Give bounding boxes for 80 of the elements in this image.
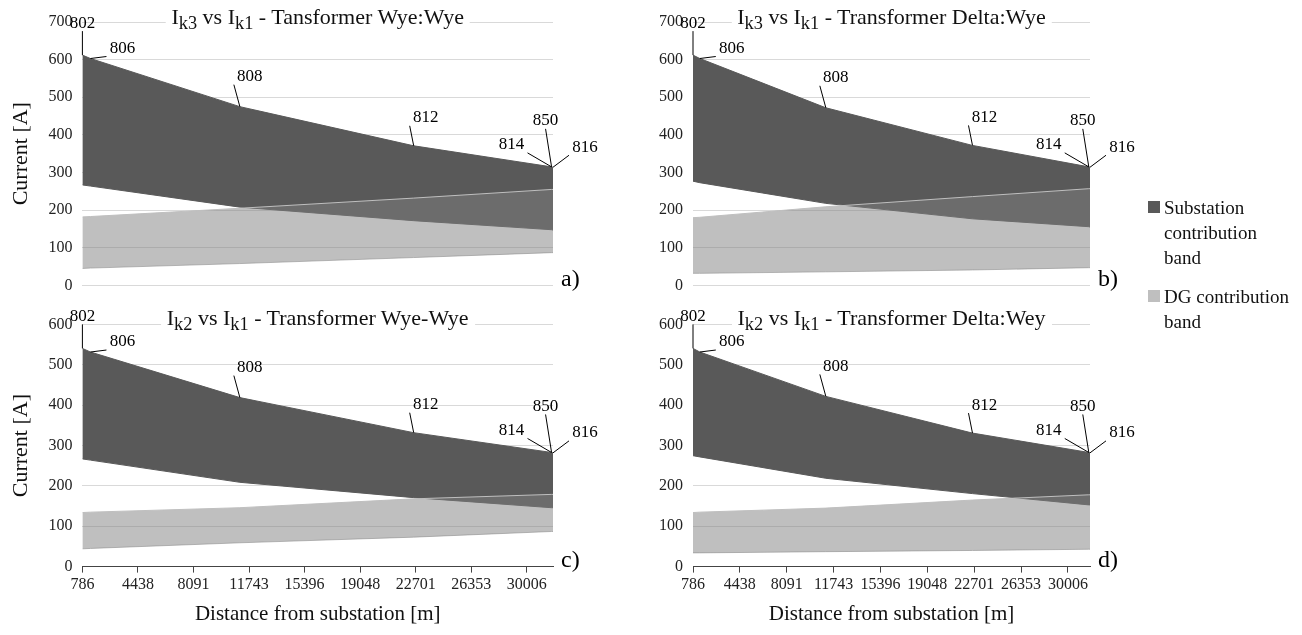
- y-tick-label: 100: [659, 516, 683, 534]
- x-axis-title: Distance from substation [m]: [194, 600, 441, 625]
- y-tick-label: 400: [659, 395, 683, 413]
- x-tick-label: 22701: [954, 575, 995, 593]
- annotation: 816: [1109, 422, 1135, 442]
- x-axis-title: Distance from substation [m]: [768, 600, 1015, 625]
- annotation: 808: [823, 67, 849, 87]
- x-tick-label: 8091: [770, 575, 803, 593]
- annotation: 808: [237, 66, 263, 86]
- chart-title: I$_{k2}$ vs I$_{k1}$ - Transformer Wye-Wye: [160, 305, 475, 336]
- annotation: 816: [572, 136, 598, 156]
- x-tick-label: 11743: [229, 575, 269, 593]
- x-tick-label: 26353: [451, 575, 492, 593]
- x-tick-label: 19048: [340, 575, 381, 593]
- chart-title: I$_{k3}$ vs I$_{k1}$ - Transformer Delta:Wye: [731, 4, 1052, 35]
- y-tick-label: 0: [675, 556, 683, 574]
- x-tick-label: 786: [70, 575, 95, 593]
- y-tick-label: 600: [659, 49, 683, 67]
- y-tick-label: 200: [48, 200, 73, 218]
- annotation: 814: [498, 134, 525, 154]
- x-tick-label: 786: [681, 575, 705, 593]
- y-tick-label: 200: [659, 200, 683, 218]
- y-tick-label: 500: [659, 355, 683, 373]
- x-tick-label: 19048: [907, 575, 948, 593]
- text: b): [1098, 264, 1118, 291]
- y-axis-title: Current [A]: [6, 102, 32, 206]
- x-tick-label: 8091: [177, 575, 210, 593]
- y-tick-label: 100: [659, 237, 683, 255]
- x-tick-label: 26353: [1001, 575, 1042, 593]
- x-tick-label: 30006: [1047, 575, 1088, 593]
- legend-label: DG contribution band: [1164, 285, 1291, 334]
- y-tick-label: 300: [659, 162, 683, 180]
- annotation: 806: [109, 37, 136, 57]
- text: d): [1098, 545, 1118, 572]
- y-tick-label: 400: [48, 395, 73, 413]
- annotation: 808: [823, 355, 849, 375]
- y-tick-label: 200: [659, 476, 683, 494]
- x-tick-label: 22701: [395, 575, 436, 593]
- chart-title: I$_{k3}$ vs I$_{k1}$ - Tansformer Wye:Wye: [165, 4, 470, 35]
- y-tick-label: 300: [48, 435, 73, 453]
- annotation: 814: [1036, 419, 1063, 439]
- y-tick-label: 0: [675, 275, 683, 293]
- y-tick-label: 500: [48, 87, 73, 105]
- annotation: 814: [498, 419, 525, 439]
- y-tick-label: 0: [64, 275, 73, 293]
- annotation: 816: [572, 422, 598, 442]
- annotation: 806: [719, 37, 745, 57]
- annotation: 812: [412, 107, 439, 127]
- annotation: 812: [971, 394, 998, 414]
- y-tick-label: 600: [48, 49, 73, 67]
- text: c): [561, 545, 580, 572]
- y-tick-label: 400: [659, 125, 683, 143]
- x-tick-label: 11743: [813, 575, 854, 593]
- x-tick-label: 15396: [284, 575, 325, 593]
- annotation: 808: [237, 357, 263, 377]
- y-tick-label: 0: [64, 556, 73, 574]
- x-tick-label: 4438: [723, 575, 756, 593]
- y-tick-label: 100: [48, 516, 73, 534]
- x-tick-label: 4438: [121, 575, 154, 593]
- annotation: 812: [971, 106, 998, 126]
- y-tick-label: 300: [659, 435, 683, 453]
- y-tick-label: 500: [48, 355, 73, 373]
- y-axis-title: Current [A]: [6, 393, 32, 498]
- annotation: 850: [1070, 110, 1096, 130]
- annotation: 814: [1036, 134, 1063, 154]
- annotation: 850: [532, 395, 559, 415]
- y-tick-label: 400: [48, 125, 73, 143]
- y-tick-label: 100: [48, 237, 73, 255]
- annotation: 816: [1109, 136, 1135, 156]
- y-tick-label: 300: [48, 162, 73, 180]
- legend-label: Substation contribution band: [1164, 196, 1258, 270]
- x-tick-label: 30006: [506, 575, 547, 593]
- y-tick-label: 500: [659, 87, 683, 105]
- annotation: 850: [1070, 395, 1096, 415]
- annotation: 850: [532, 110, 559, 130]
- annotation: 812: [412, 394, 439, 414]
- y-tick-label: 200: [48, 476, 73, 494]
- x-tick-label: 15396: [860, 575, 901, 593]
- text: a): [561, 264, 580, 291]
- annotation: 806: [109, 331, 136, 351]
